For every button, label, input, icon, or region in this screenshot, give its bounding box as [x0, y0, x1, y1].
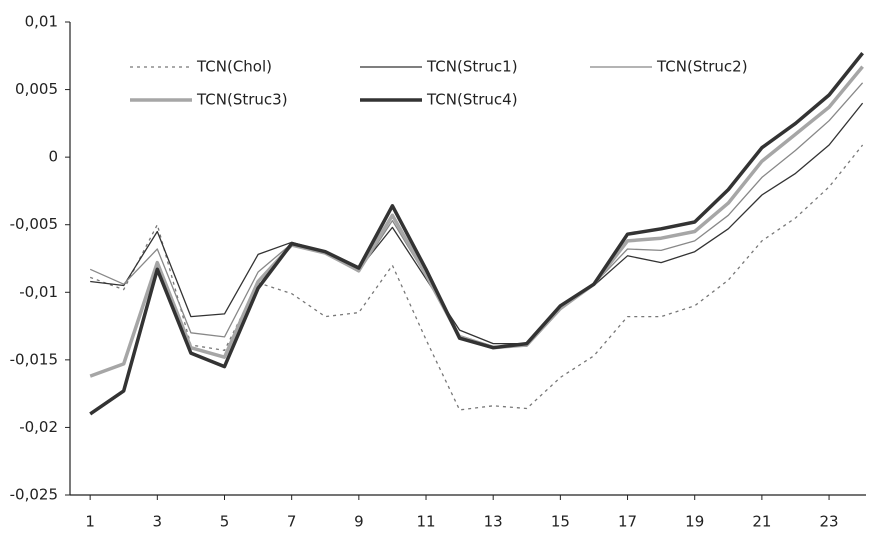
x-tick-label: 7 — [287, 513, 297, 531]
legend-label: TCN(Struc1) — [426, 58, 518, 76]
y-tick-label: -0,015 — [10, 350, 58, 368]
legend-label: TCN(Struc3) — [196, 91, 288, 109]
x-tick-label: 9 — [354, 513, 364, 531]
series-line — [89, 82, 864, 347]
y-tick-label: 0,005 — [15, 80, 58, 98]
x-tick-label: 3 — [153, 513, 163, 531]
legend-label: TCN(Chol) — [196, 58, 272, 76]
series-line — [89, 65, 864, 378]
series-line — [90, 102, 864, 345]
y-tick-label: -0,025 — [10, 486, 58, 504]
y-tick-label: -0,01 — [19, 283, 58, 301]
x-tick-label: 23 — [820, 513, 839, 531]
x-tick-label: 13 — [484, 513, 503, 531]
x-tick-label: 19 — [685, 513, 704, 531]
x-tick-label: 15 — [551, 513, 570, 531]
x-tick-label: 11 — [416, 513, 435, 531]
legend-label: TCN(Struc4) — [426, 91, 518, 109]
x-tick-label: 5 — [220, 513, 230, 531]
y-tick-label: -0,02 — [19, 418, 58, 436]
x-tick-label: 21 — [752, 513, 771, 531]
y-tick-label: -0,005 — [10, 215, 58, 233]
y-tick-label: 0 — [48, 148, 58, 166]
x-tick-label: 17 — [618, 513, 637, 531]
x-tick-label: 1 — [85, 513, 95, 531]
y-tick-label: 0,01 — [25, 13, 58, 31]
series-line — [89, 52, 864, 416]
series-line — [89, 144, 864, 411]
legend-label: TCN(Struc2) — [656, 58, 748, 76]
